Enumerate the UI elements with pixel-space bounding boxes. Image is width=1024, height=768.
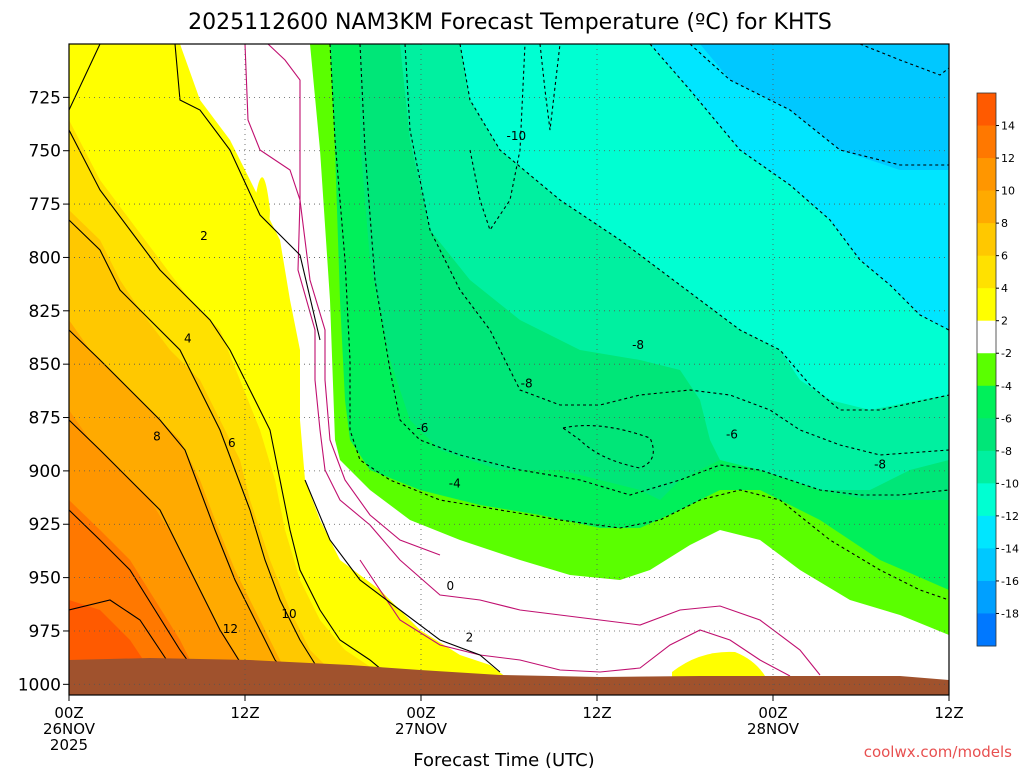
contour-label: 6 [228,436,236,450]
x-tick-date: 26NOV [43,720,96,738]
colorbar-swatch [977,158,996,192]
colorbar-swatch [977,255,996,289]
colorbar-label: -8 [1001,445,1012,458]
contour-label: -8 [874,457,886,471]
colorbar-swatch [977,483,996,517]
plot-frame [68,43,950,696]
y-tick-label: 750 [29,142,61,162]
contour-lines [69,44,949,689]
credit-link[interactable]: coolwx.com/models [864,743,1012,761]
x-tick-label: 12Z [230,704,259,722]
contour-label: 12 [223,622,238,636]
contour-label: 0 [447,579,455,593]
colorbar-swatch [977,223,996,257]
temperature-field [69,44,949,695]
colorbar-label: -14 [1001,542,1019,555]
x-axis-title: Forecast Time (UTC) [413,750,594,768]
x-tick-label: 00Z [758,704,787,722]
x-tick-label: 12Z [934,704,963,722]
grid-lines [68,44,950,695]
colorbar-swatch [977,385,996,419]
x-tick-year: 2025 [50,736,88,754]
contour-label: 10 [281,607,296,621]
contour-label: -6 [416,421,428,435]
y-tick-label: 850 [29,355,61,375]
y-tick-label: 775 [29,195,61,215]
colorbar-frame [976,92,997,647]
y-axis: 725 750 775 800 825 850 875 900 925 950 975 1000 [18,88,69,695]
x-tick-date: 28NOV [747,720,800,738]
y-tick-label: 975 [29,622,61,642]
colorbar-swatch [977,450,996,484]
colorbar-swatch [977,288,996,322]
colorbar-label: 10 [1001,185,1015,198]
contour-label: -6 [726,428,738,442]
terrain-ground [69,658,949,695]
y-tick-label: 875 [29,409,61,429]
y-tick-label: 825 [29,302,61,322]
x-tick-label: 00Z [54,704,83,722]
x-tick-label: 12Z [582,704,611,722]
colorbar-swatch [977,613,996,647]
contour-label: -8 [632,338,644,352]
y-tick-label: 950 [29,569,61,589]
y-tick-label: 900 [29,462,61,482]
y-tick-label: 925 [29,515,61,535]
colorbar-swatch [977,190,996,224]
contour-label: 2 [200,229,208,243]
colorbar-swatch [977,580,996,614]
colorbar-label: 12 [1001,152,1015,165]
colorbar-label: -16 [1001,575,1019,588]
colorbar-label: -4 [1001,380,1012,393]
colorbar-swatch [977,125,996,159]
colorbar-label: -2 [1001,347,1012,360]
y-tick-label: 725 [29,88,61,108]
contour-label: 2 [466,630,474,644]
colorbar-label: 2 [1001,315,1008,328]
colorbar-label: -18 [1001,607,1019,620]
colorbar-label: 6 [1001,250,1008,263]
contour-label: 8 [153,430,161,444]
colorbar-label: 14 [1001,120,1015,133]
colorbar-swatch [977,418,996,452]
colorbar-label: 4 [1001,282,1008,295]
x-tick-date: 27NOV [395,720,448,738]
y-tick-label: 800 [29,248,61,268]
colorbar-label: 8 [1001,217,1008,230]
colorbar-swatch [977,320,996,354]
contour-label: 4 [184,332,192,346]
colorbar-label: -6 [1001,412,1012,425]
colorbar: 14 12 10 8 6 4 2 -2 -4 -6 -8 -10 -12 -14 -16 -18 [976,92,1019,647]
colorbar-swatch [977,548,996,582]
contour-label: -4 [449,477,461,491]
contour-label: -10 [507,129,527,143]
colorbar-label: -10 [1001,477,1019,490]
x-tick-label: 00Z [406,704,435,722]
contour-labels: -10 2 4 -8 -8 8 6 -6 -6 -8 -4 0 12 10 2 [153,129,886,645]
chart-title: 2025112600 NAM3KM Forecast Temperature (… [188,10,832,35]
contour-label: -8 [521,376,533,390]
colorbar-swatch [977,93,996,127]
colorbar-label: -12 [1001,510,1019,523]
colorbar-swatch [977,353,996,387]
y-tick-label: 1000 [18,675,61,695]
colorbar-swatch [977,515,996,549]
